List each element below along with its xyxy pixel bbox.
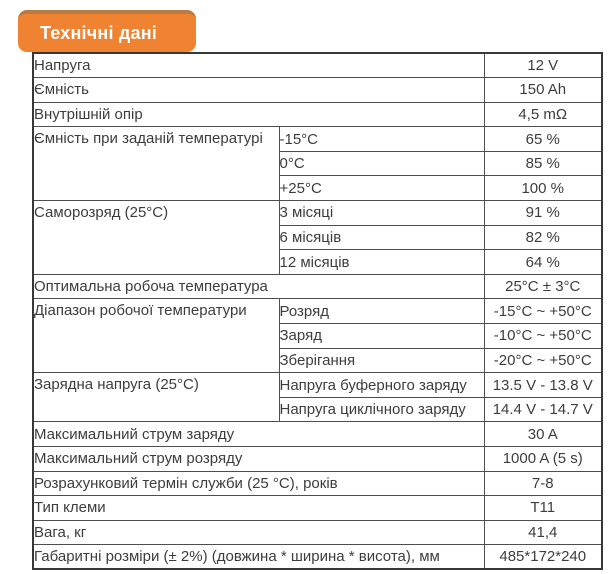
table-row: Габаритні розміри (± 2%) (довжина * шири… [32, 544, 603, 570]
spec-value: -15°C ~ +50°C [483, 298, 603, 325]
table-row: Діапазон робочої температури Розряд -15°… [32, 298, 603, 374]
table-row: Розрахунковий термін служби (25 °C), рок… [32, 470, 603, 497]
spec-value: 100 % [483, 175, 603, 202]
spec-value: 64 % [483, 249, 603, 275]
table-row: Тип клеми T11 [32, 495, 603, 521]
spec-value: 14.4 V - 14.7 V [483, 396, 603, 423]
spec-sub-label: Заряд [278, 323, 485, 349]
spec-value: 82 % [483, 224, 603, 251]
table-row: Максимальний струм розряду 1000 A (5 s) [32, 446, 603, 472]
table-row: Внутрішній опір 4,5 mΩ [32, 101, 603, 128]
spec-sub-label: 6 місяців [278, 224, 485, 251]
spec-label: Внутрішній опір [32, 101, 485, 128]
spec-value: 4,5 mΩ [483, 101, 603, 128]
table-row: Напруга циклічного заряду 14.4 V - 14.7 … [33, 396, 603, 423]
spec-value: T11 [483, 495, 603, 521]
spec-sub-label: 3 місяці [278, 200, 485, 226]
table-row: Ємність 150 Ah [32, 77, 603, 103]
spec-value: 1000 A (5 s) [483, 446, 603, 472]
spec-sub-label: -15°C [278, 126, 485, 152]
table-row: Зарядна напруга (25°C) Напруга буферного… [32, 372, 603, 423]
spec-value: 7-8 [483, 470, 603, 497]
spec-label: Габаритні розміри (± 2%) (довжина * шири… [32, 544, 485, 570]
spec-table: Напруга 12 V Ємність 150 Ah Внутрішній о… [32, 52, 603, 571]
table-row: Вага, кг 41,4 [32, 519, 603, 546]
table-row: Оптимальна робоча температура 25°C ± 3°C [32, 273, 603, 300]
spec-label: Вага, кг [32, 519, 485, 546]
section-title: Технічні дані [40, 22, 157, 43]
table-row: 12 місяців 64 % [33, 249, 603, 275]
table-row: 0°C 85 % [33, 150, 603, 177]
spec-value: 41,4 [483, 519, 603, 546]
table-row: Зберігання -20°C ~ +50°C [33, 347, 603, 374]
spec-value: 30 A [483, 421, 603, 447]
spec-value: 150 Ah [483, 77, 603, 103]
table-row: Заряд -10°C ~ +50°C [33, 323, 603, 349]
spec-label: Максимальний струм заряду [32, 421, 485, 447]
table-row: Ємність при заданій температурі -15°C 65… [32, 126, 603, 202]
spec-label: Ємність [32, 77, 485, 103]
spec-value: 12 V [483, 52, 603, 79]
spec-value: 13.5 V - 13.8 V [483, 372, 603, 398]
spec-value: -20°C ~ +50°C [483, 347, 603, 374]
table-row: Саморозряд (25°C) 3 місяці 91 % [32, 200, 603, 275]
spec-value: -10°C ~ +50°C [483, 323, 603, 349]
table-row: Максимальний струм заряду 30 A [32, 421, 603, 447]
spec-label: Тип клеми [32, 495, 485, 521]
spec-label: Оптимальна робоча температура [32, 273, 485, 300]
spec-value: 25°C ± 3°C [483, 273, 603, 300]
spec-group-label: Саморозряд (25°C) [32, 200, 280, 275]
spec-value: 485*172*240 [483, 544, 603, 570]
spec-label: Напруга [32, 52, 485, 79]
spec-sub-label: 12 місяців [278, 249, 485, 275]
spec-value: 91 % [483, 200, 603, 226]
spec-label: Максимальний струм розряду [32, 446, 485, 472]
spec-sub-label: 0°C [278, 150, 485, 177]
spec-group-label: Діапазон робочої температури [32, 298, 280, 374]
spec-label: Розрахунковий термін служби (25 °C), рок… [32, 470, 485, 497]
section-title-tab: Технічні дані [18, 10, 196, 52]
spec-value: 85 % [483, 150, 603, 177]
spec-sub-label: +25°C [278, 175, 485, 202]
spec-sub-label: Зберігання [278, 347, 485, 374]
spec-group-label: Ємність при заданій температурі [32, 126, 280, 202]
spec-sub-label: Розряд [278, 298, 485, 325]
spec-value: 65 % [483, 126, 603, 152]
spec-sub-label: Напруга циклічного заряду [278, 396, 485, 423]
spec-sub-label: Напруга буферного заряду [278, 372, 485, 398]
spec-group-label: Зарядна напруга (25°C) [32, 372, 280, 423]
table-row: 6 місяців 82 % [33, 224, 603, 251]
table-row: Напруга 12 V [32, 52, 603, 79]
